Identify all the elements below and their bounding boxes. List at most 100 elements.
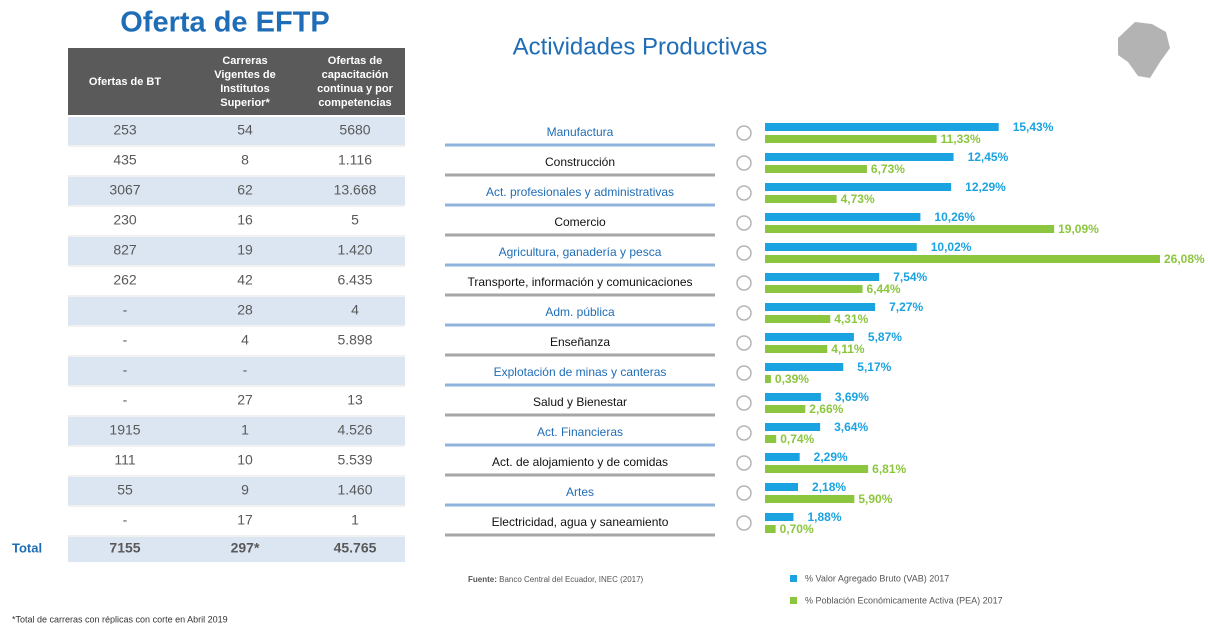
source-label: Fuente: <box>468 575 497 584</box>
table-title: Oferta de EFTP <box>120 7 330 39</box>
table-cell: 4.526 <box>337 422 372 438</box>
table-cell: 42 <box>237 272 253 288</box>
table-cell: 19 <box>237 242 253 258</box>
value-label: 12,45% <box>968 150 1009 164</box>
source: Fuente: Banco Central del Ecuador, INEC … <box>468 575 644 584</box>
table-cell: 5680 <box>339 122 370 138</box>
total-cell: 7155 <box>109 540 140 556</box>
category-icon <box>736 485 752 501</box>
category-label: Transporte, información y comunicaciones <box>468 275 693 289</box>
value-label: 4,11% <box>831 342 865 356</box>
table-cell: 13.668 <box>334 182 377 198</box>
category-icon <box>736 185 752 201</box>
bar <box>765 123 999 131</box>
table-cell: 17 <box>237 512 253 528</box>
table-cell: 1 <box>241 422 249 438</box>
table-cell: - <box>123 512 128 528</box>
value-label: 2,29% <box>814 450 848 464</box>
legend-label: % Población Económicamente Activa (PEA) … <box>805 595 1003 605</box>
total-cell: 45.765 <box>334 540 377 556</box>
bar <box>765 225 1055 233</box>
table-header-cell: Ofertas de capacitación continua y por comp… <box>317 55 394 109</box>
row-band <box>68 297 405 325</box>
value-label: 7,27% <box>889 300 923 314</box>
category-icon <box>736 365 752 381</box>
bar <box>765 435 777 443</box>
table-cell: 1915 <box>109 422 140 438</box>
row-band <box>68 417 405 445</box>
value-label: 6,44% <box>867 282 901 296</box>
table-header-cell: Carreras Vigentes de Institutos Superior* <box>214 55 276 109</box>
bar <box>765 483 799 491</box>
table-cell: 10 <box>237 452 253 468</box>
value-label: 10,26% <box>934 210 975 224</box>
value-label: 0,74% <box>780 432 814 446</box>
bar <box>765 255 1160 263</box>
value-label: 5,90% <box>858 492 892 506</box>
table-cell: 9 <box>241 482 249 498</box>
category-icon <box>736 245 752 261</box>
footnote: *Total de carreras con réplicas con cort… <box>12 614 228 624</box>
header-line: capacitación <box>322 69 389 81</box>
header-line: Ofertas de <box>328 55 382 67</box>
bar <box>765 495 855 503</box>
header-line: Carreras <box>222 55 267 67</box>
table-header-cell: Ofertas de BT <box>89 76 161 88</box>
row-band <box>68 237 405 265</box>
table-cell: 262 <box>113 272 137 288</box>
table-cell: 27 <box>237 392 253 408</box>
category-label: Agricultura, ganadería y pesca <box>499 245 662 259</box>
table-cell: 230 <box>113 212 137 228</box>
category-label: Enseñanza <box>550 335 610 349</box>
table-cell: - <box>123 392 128 408</box>
header-line: Institutos <box>220 83 270 95</box>
table-cell: 6.435 <box>337 272 372 288</box>
bar <box>765 213 921 221</box>
value-label: 0,70% <box>780 522 814 536</box>
value-label: 6,81% <box>872 462 906 476</box>
map-icon <box>1118 22 1170 78</box>
table-cell: 111 <box>114 452 135 468</box>
total-band <box>68 537 405 562</box>
bar <box>765 465 869 473</box>
row-band <box>68 357 405 385</box>
value-label: 0,39% <box>775 372 809 386</box>
value-label: 11,33% <box>941 132 981 146</box>
category-icon <box>736 515 752 531</box>
value-label: 3,64% <box>834 420 868 434</box>
legend-label: % Valor Agregado Bruto (VAB) 2017 <box>805 573 949 583</box>
value-label: 10,02% <box>931 240 972 254</box>
category-icon <box>736 155 752 171</box>
table-header <box>68 48 405 115</box>
value-label: 12,29% <box>965 180 1006 194</box>
header-line: Superior* <box>220 97 270 109</box>
bar <box>765 453 800 461</box>
table-cell: 827 <box>113 242 137 258</box>
category-label: Adm. pública <box>545 305 615 319</box>
category-label: Manufactura <box>547 125 614 139</box>
value-label: 2,18% <box>812 480 846 494</box>
value-label: 26,08% <box>1164 252 1205 266</box>
chart-title: Actividades Productivas <box>513 33 768 60</box>
category-label: Comercio <box>554 215 606 229</box>
category-icon <box>736 335 752 351</box>
bar <box>765 273 880 281</box>
value-label: 7,54% <box>893 270 927 284</box>
bar <box>765 135 937 143</box>
bar <box>765 243 917 251</box>
row-band <box>68 177 405 205</box>
table-cell: - <box>123 302 128 318</box>
legend-swatch <box>790 575 797 582</box>
category-icon <box>736 455 752 471</box>
table-cell: 5.539 <box>337 452 372 468</box>
table-cell: 4 <box>241 332 249 348</box>
bar <box>765 183 952 191</box>
category-label: Salud y Bienestar <box>533 395 627 409</box>
table-cell: 1.420 <box>337 242 372 258</box>
category-icon <box>736 425 752 441</box>
value-label: 1,88% <box>807 510 841 524</box>
header-line: competencias <box>318 97 391 109</box>
bar <box>765 315 831 323</box>
bar <box>765 375 771 383</box>
